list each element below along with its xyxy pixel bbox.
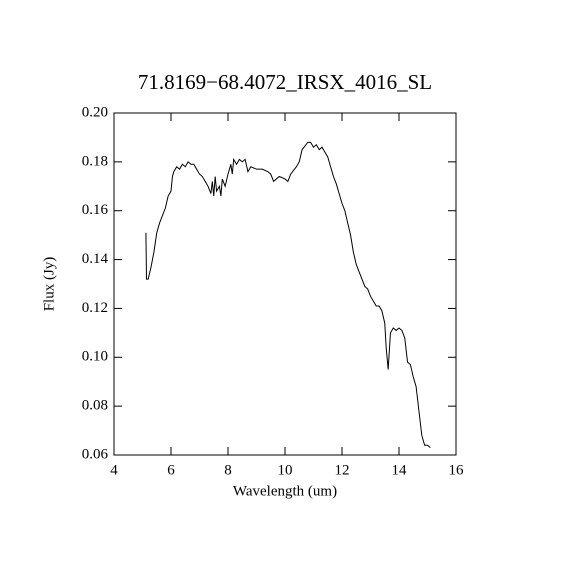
plot-frame: [113, 112, 457, 456]
x-tick-label: 16: [449, 462, 465, 478]
x-tick-label: 14: [392, 462, 408, 478]
x-tick-label: 6: [167, 462, 175, 478]
x-tick-label: 10: [278, 462, 293, 478]
x-tick-label: 8: [224, 462, 232, 478]
y-tick-label: 0.10: [82, 349, 108, 365]
y-tick-label: 0.14: [82, 251, 109, 267]
chart-title: 71.8169−68.4072_IRSX_4016_SL: [138, 70, 432, 94]
y-tick-label: 0.16: [82, 202, 109, 218]
y-tick-label: 0.18: [82, 153, 108, 169]
x-tick-label: 4: [110, 462, 118, 478]
y-tick-label: 0.08: [82, 398, 108, 414]
y-tick-label: 0.20: [82, 104, 108, 120]
y-axis-label: Flux (Jy): [41, 257, 57, 312]
x-tick-label: 12: [335, 462, 350, 478]
spectrum-line: [145, 141, 431, 449]
y-tick-label: 0.06: [82, 446, 109, 462]
x-axis-label: Wavelength (um): [233, 483, 337, 499]
y-tick-label: 0.12: [82, 300, 108, 316]
